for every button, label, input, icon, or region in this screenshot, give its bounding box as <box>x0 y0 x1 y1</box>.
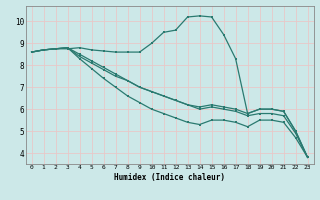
X-axis label: Humidex (Indice chaleur): Humidex (Indice chaleur) <box>114 173 225 182</box>
